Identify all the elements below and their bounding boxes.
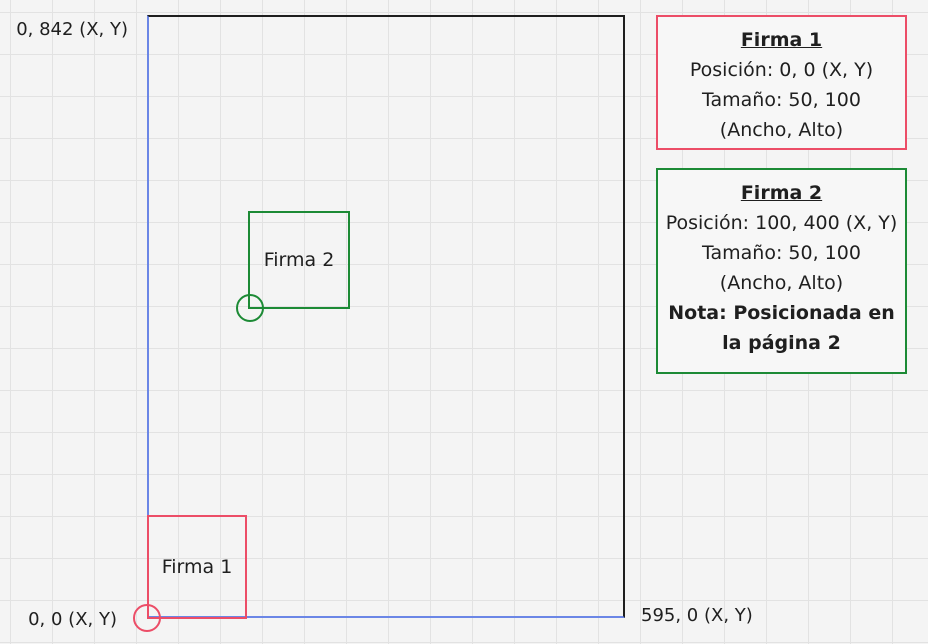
page-outline: [147, 15, 625, 618]
signature-2-anchor-circle: [236, 294, 264, 322]
info-box-1-title: Firma 1: [740, 29, 823, 51]
coord-label-bottom-right: 595, 0 (X, Y): [641, 605, 753, 626]
signature-box-2[interactable]: Firma 2: [248, 211, 350, 309]
info-box-2-title: Firma 2: [740, 182, 823, 204]
info-box-firma-1: Firma 1 Posición: 0, 0 (X, Y) Tamaño: 50…: [656, 15, 907, 150]
info-box-1-size-units: (Ancho, Alto): [719, 119, 844, 141]
info-box-1-size: Tamaño: 50, 100: [702, 89, 861, 111]
info-box-2-size: Tamaño: 50, 100: [702, 242, 861, 264]
info-box-1-position: Posición: 0, 0 (X, Y): [689, 59, 874, 81]
signature-1-anchor-circle: [133, 604, 161, 632]
info-box-2-note-line-1: Nota: Posicionada en: [668, 302, 895, 324]
signature-box-1[interactable]: Firma 1: [147, 515, 247, 619]
signature-box-1-label: Firma 1: [161, 556, 233, 578]
coord-label-top-left: 0, 842 (X, Y): [16, 19, 128, 40]
info-box-2-position: Posición: 100, 400 (X, Y): [665, 212, 898, 234]
info-box-2-size-units: (Ancho, Alto): [719, 272, 844, 294]
info-box-firma-2: Firma 2 Posición: 100, 400 (X, Y) Tamaño…: [656, 168, 907, 374]
signature-box-2-label: Firma 2: [263, 249, 335, 271]
info-box-2-note-line-2: la página 2: [722, 332, 841, 354]
coord-label-origin: 0, 0 (X, Y): [28, 609, 117, 630]
